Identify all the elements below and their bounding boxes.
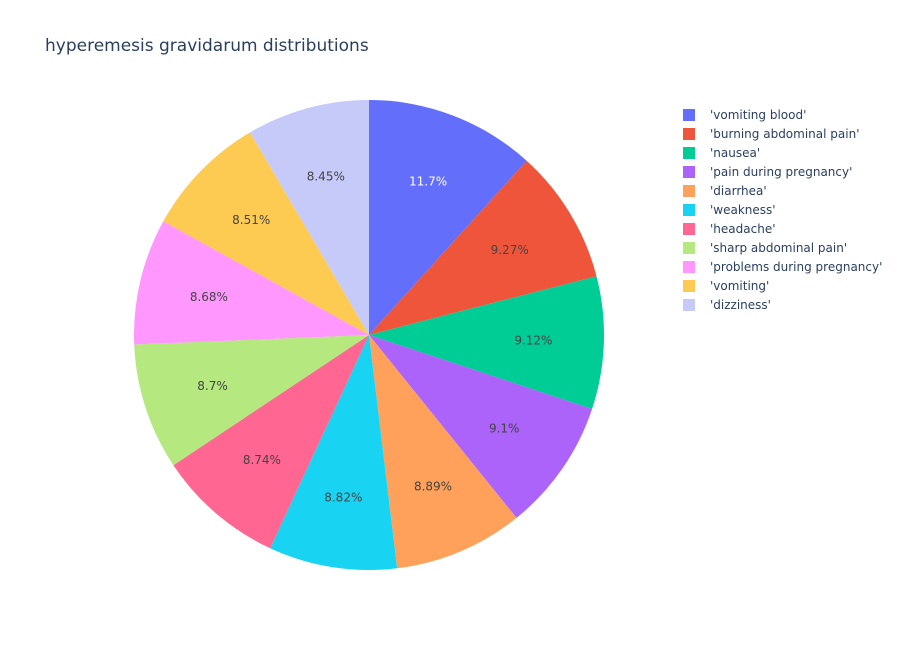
slice-label: 8.68% — [190, 290, 228, 304]
legend-item[interactable]: 'weakness' — [683, 203, 776, 217]
slice-label: 8.89% — [414, 480, 452, 494]
slice-label: 9.12% — [514, 334, 552, 348]
legend-swatch — [683, 204, 695, 216]
pie-slice[interactable] — [133, 221, 369, 345]
slice-label: 9.1% — [489, 422, 520, 436]
pie-slice[interactable] — [134, 335, 369, 466]
legend-label: 'weakness' — [710, 203, 776, 217]
legend-label: 'vomiting blood' — [710, 108, 806, 122]
pie-slice[interactable] — [270, 335, 398, 571]
legend-label: 'burning abdominal pain' — [710, 127, 860, 141]
legend-swatch — [683, 242, 695, 254]
legend-label: 'dizziness' — [710, 298, 771, 312]
legend-item[interactable]: 'diarrhea' — [683, 184, 767, 198]
pie-slice[interactable] — [369, 335, 517, 569]
legend-swatch — [683, 299, 695, 311]
pie-slice[interactable] — [369, 160, 597, 335]
pie-slice[interactable] — [369, 335, 593, 518]
legend-item[interactable]: 'pain during pregnancy' — [683, 165, 852, 179]
legend-swatch — [683, 128, 695, 140]
chart-title: hyperemesis gravidarum distributions — [45, 36, 369, 56]
slice-label: 8.45% — [307, 169, 345, 183]
slice-label: 9.27% — [491, 243, 529, 257]
legend-item[interactable]: 'headache' — [683, 222, 776, 236]
legend-label: 'problems during pregnancy' — [710, 260, 882, 274]
pie-slice[interactable] — [173, 335, 369, 549]
legend-item[interactable]: 'nausea' — [683, 146, 760, 160]
slice-label: 8.7% — [197, 379, 228, 393]
legend-swatch — [683, 223, 695, 235]
legend-swatch — [683, 280, 695, 292]
slice-labels: 11.7% 9.27% 9.12% 9.1% 8.89% 8.82% 8.74% 8.7% 8.… — [190, 169, 553, 504]
pie-slice[interactable] — [163, 132, 369, 335]
pie-slice[interactable] — [369, 100, 527, 335]
legend-label: 'vomiting' — [710, 279, 769, 293]
pie-slices — [133, 99, 605, 571]
legend-swatch — [683, 166, 695, 178]
legend-item[interactable]: 'sharp abdominal pain' — [683, 241, 847, 255]
legend-item[interactable]: 'problems during pregnancy' — [683, 260, 882, 274]
slice-label: 8.74% — [243, 453, 281, 467]
legend-item[interactable]: 'vomiting' — [683, 279, 769, 293]
legend-label: 'sharp abdominal pain' — [710, 241, 847, 255]
slice-label: 8.82% — [324, 491, 362, 505]
legend-item[interactable]: 'vomiting blood' — [683, 108, 806, 122]
legend-swatch — [683, 109, 695, 121]
legend-item[interactable]: 'dizziness' — [683, 298, 771, 312]
legend-swatch — [683, 185, 695, 197]
slice-label: 11.7% — [409, 175, 447, 189]
slice-label: 8.51% — [232, 213, 270, 227]
legend-label: 'headache' — [710, 222, 776, 236]
legend: 'vomiting blood' 'burning abdominal pain'… — [683, 108, 882, 312]
pie-slice[interactable] — [369, 276, 605, 409]
legend-label: 'nausea' — [710, 146, 760, 160]
legend-label: 'pain during pregnancy' — [710, 165, 852, 179]
legend-swatch — [683, 147, 695, 159]
legend-label: 'diarrhea' — [710, 184, 767, 198]
legend-swatch — [683, 261, 695, 273]
pie-slice[interactable] — [249, 99, 369, 335]
legend-item[interactable]: 'burning abdominal pain' — [683, 127, 860, 141]
